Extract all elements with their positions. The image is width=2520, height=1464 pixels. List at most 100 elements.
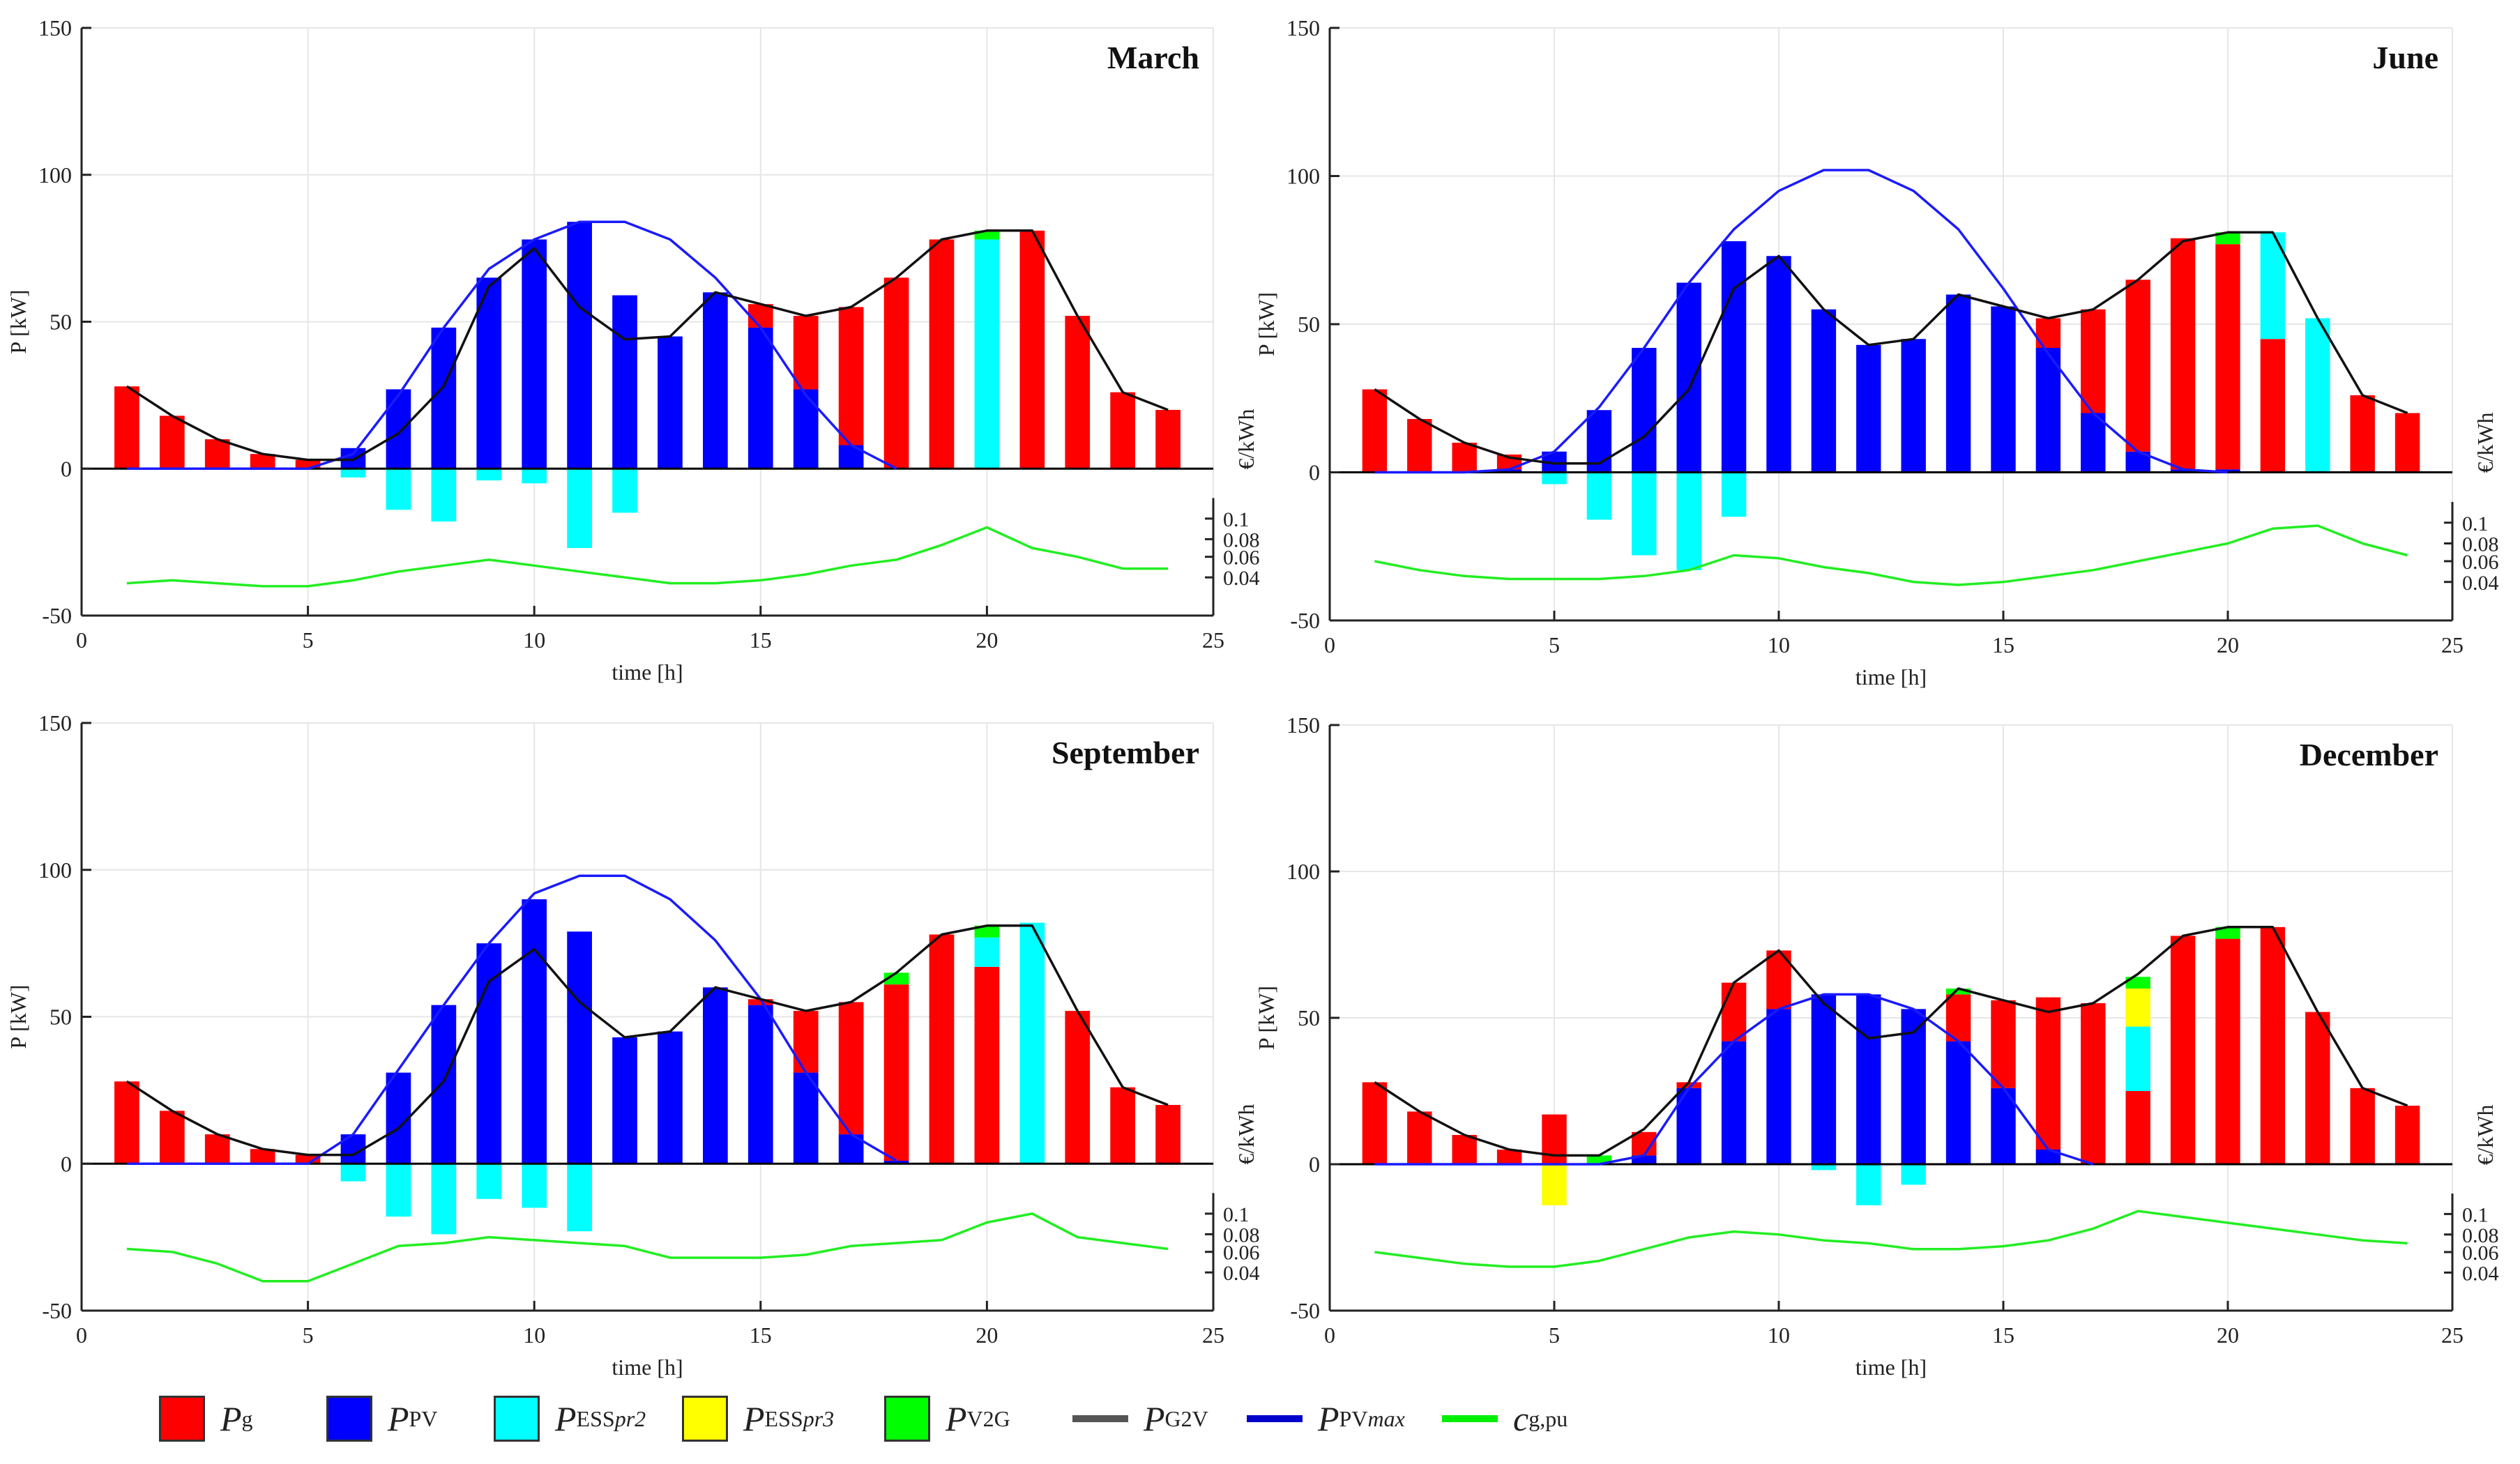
bar-pv2g-h20 — [974, 925, 1000, 938]
x-axis-label: time [h] — [612, 1355, 683, 1380]
bar-pg-h4 — [250, 1149, 275, 1164]
bar-pg-h21 — [2260, 927, 2286, 1164]
bar-pesspr2-h8 — [431, 468, 457, 522]
bar-ppv-h12 — [612, 1037, 637, 1164]
bar-pg-h20 — [2215, 938, 2240, 1164]
bar-pesspr2-h20 — [974, 239, 1000, 469]
bar-ppv-h8 — [431, 327, 457, 469]
legend-line-ppvmax — [1247, 1415, 1303, 1422]
bar-pg-h3 — [204, 439, 230, 469]
x-tick-label: 5 — [303, 627, 314, 653]
x-tick-label: 10 — [523, 627, 545, 653]
bar-pg-h16 — [2035, 318, 2061, 348]
bar-pg-h1 — [1362, 389, 1388, 473]
bar-ppv-h10 — [522, 899, 547, 1164]
x-tick-label: 0 — [76, 627, 87, 653]
x-tick-label: 10 — [523, 1322, 545, 1348]
bar-ppv-h9 — [1721, 241, 1747, 473]
bar-pg-h21 — [2260, 339, 2286, 473]
bar-pv2g-h20 — [2215, 927, 2240, 939]
y-tick-label: 100 — [38, 857, 72, 883]
legend-line-cgpu — [1442, 1415, 1498, 1422]
panel-june: 0 5 10 15 20 25-500501001500.10.080.060.04€/k… — [1254, 15, 2499, 689]
y2-tick-label: 0.04 — [1223, 567, 1260, 590]
y2-tick-label: 0.06 — [2462, 551, 2499, 574]
bar-ppv-h10 — [522, 239, 547, 469]
legend-line-pg2v — [1072, 1415, 1128, 1422]
bar-pg-h24 — [1155, 1104, 1181, 1164]
x-axis-label: time [h] — [1855, 1355, 1927, 1380]
bar-pg-h14 — [1945, 994, 1971, 1042]
panel-september: 0 5 10 15 20 25-500501001500.10.080.060.04€/k… — [6, 710, 1260, 1380]
bar-pv2g-h18 — [2125, 977, 2150, 989]
bar-pg-h4 — [1496, 1150, 1522, 1164]
legend-label-ppvmax-sub: PV — [1339, 1405, 1368, 1431]
bar-ppv-h18 — [883, 1161, 909, 1164]
y-axis-label: P [kW] — [6, 984, 31, 1049]
y-tick-label: 150 — [38, 710, 72, 735]
bar-ppv-h10 — [1766, 256, 1791, 473]
bar-pg-h3 — [204, 1134, 230, 1164]
bar-pg-h23 — [1110, 1087, 1136, 1164]
line-pg2v — [1374, 926, 2408, 1157]
y-tick-label: 150 — [1286, 15, 1320, 40]
bar-pesspr2-h6 — [340, 468, 366, 478]
y2-tick-label: 0.08 — [1223, 1223, 1260, 1246]
bar-ppv-h12 — [1856, 994, 1881, 1164]
bar-pesspr2-h8 — [1676, 472, 1701, 570]
bar-pg-h23 — [1110, 392, 1136, 469]
legend-item-ppv: P PV — [326, 1391, 437, 1447]
bar-ppv-h11 — [567, 222, 592, 469]
bar-pesspr2-h11 — [567, 468, 592, 549]
y2-tick-label: 0.1 — [1223, 1203, 1250, 1226]
legend-label-pess-pr3-main: P — [743, 1399, 765, 1438]
y-tick-label: 50 — [1298, 312, 1320, 337]
bar-pesspr2-h7 — [386, 468, 411, 510]
bar-ppv-h9 — [1721, 1041, 1747, 1164]
bar-pg-h22 — [1065, 316, 1091, 469]
bar-ppv-h12 — [612, 295, 637, 469]
bar-ppv-h16 — [793, 1072, 819, 1164]
bar-pg-h22 — [2305, 1012, 2330, 1164]
bar-pesspr3-h5 — [1542, 1164, 1567, 1205]
bar-pg-h18 — [2125, 280, 2150, 452]
y2-tick-label: 0.04 — [2462, 572, 2499, 595]
bar-pg-h16 — [793, 316, 819, 390]
bar-pg-h18 — [2125, 1091, 2150, 1164]
bar-pg-h8 — [1676, 1082, 1701, 1088]
legend-swatch-pess-pr3 — [682, 1396, 728, 1442]
y-tick-label: 150 — [1286, 712, 1320, 738]
bar-pg-h23 — [2350, 1088, 2375, 1164]
x-axis-label: time [h] — [612, 659, 683, 685]
bar-pg-h17 — [2081, 309, 2106, 413]
line-pg2v — [126, 924, 1169, 1157]
legend-swatch-ppv — [326, 1396, 372, 1442]
bar-pesspr2-h6 — [1586, 472, 1612, 520]
x-tick-label: 20 — [976, 1322, 998, 1348]
bar-pg-h24 — [2394, 413, 2420, 473]
bar-pesspr2-h9 — [476, 1164, 502, 1199]
bar-pv2g-h20 — [2215, 232, 2240, 245]
bar-ppv-h6 — [1586, 410, 1612, 473]
x-tick-label: 5 — [1549, 1322, 1560, 1348]
bar-pesspr2-h22 — [2305, 318, 2330, 473]
bar-pesspr2-h11 — [1811, 1164, 1837, 1171]
y-tick-label: -50 — [42, 603, 72, 628]
bar-pg-h16 — [2035, 997, 2061, 1150]
x-tick-label: 5 — [1549, 632, 1560, 657]
x-tick-label: 15 — [750, 1322, 772, 1348]
panel-december: 0 5 10 15 20 25-500501001500.10.080.060.04€/k… — [1254, 712, 2499, 1380]
bar-pg-h5 — [295, 1154, 321, 1164]
y-tick-label: 0 — [1309, 1152, 1320, 1177]
legend-label-pg-main: P — [220, 1399, 242, 1438]
x-tick-label: 15 — [1992, 632, 2014, 657]
y2-tick-label: 0.1 — [2462, 512, 2489, 535]
legend-label-pess-pr2-main: P — [555, 1399, 577, 1438]
line-ppvmax — [126, 220, 897, 471]
bar-ppv-h16 — [2035, 348, 2061, 473]
bar-pg-h1 — [1362, 1082, 1388, 1164]
bar-pesspr2-h21 — [1019, 922, 1045, 1164]
x-tick-label: 10 — [1768, 632, 1790, 657]
bar-ppv-h16 — [2035, 1150, 2061, 1164]
bar-ppv-h9 — [476, 277, 502, 469]
